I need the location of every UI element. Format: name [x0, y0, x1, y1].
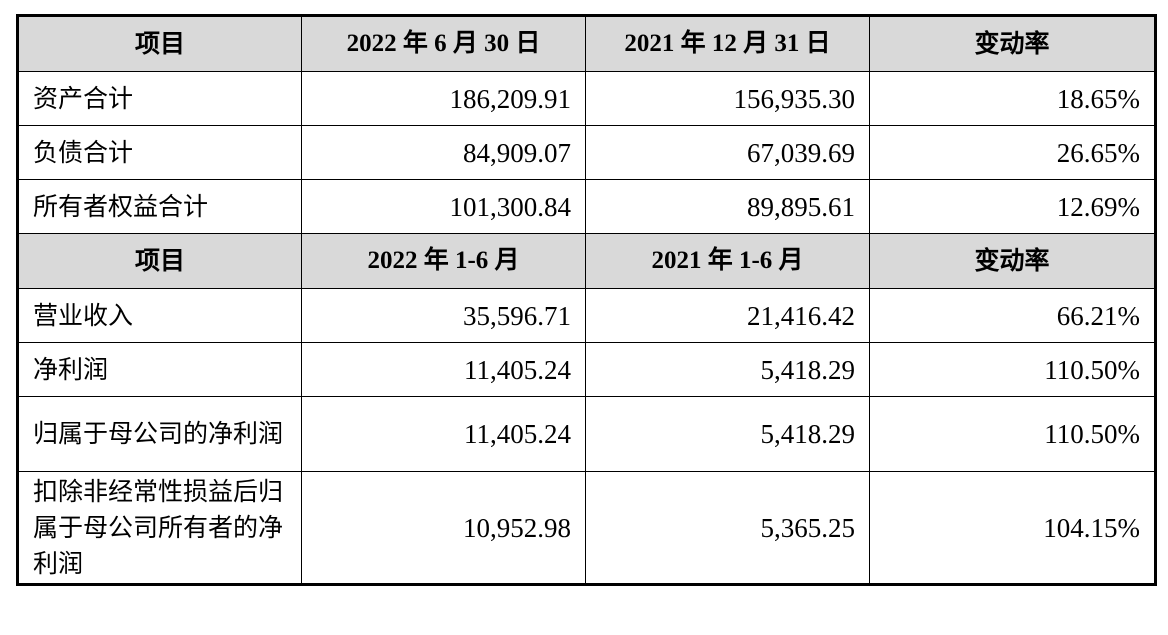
cell-value-2: 5,418.29 [585, 396, 870, 472]
cell-value-1: 11,405.24 [301, 396, 586, 472]
header-period-2: 2021 年 1-6 月 [585, 233, 870, 289]
header-period-2: 2021 年 12 月 31 日 [585, 15, 870, 72]
cell-value-1: 35,596.71 [301, 288, 586, 343]
cell-value-1: 186,209.91 [301, 71, 586, 126]
header-change-rate: 变动率 [869, 233, 1156, 289]
header-period-1: 2022 年 1-6 月 [301, 233, 586, 289]
row-label: 所有者权益合计 [17, 179, 302, 234]
cell-value-2: 5,418.29 [585, 342, 870, 397]
cell-change-rate: 104.15% [869, 471, 1156, 585]
table-row: 归属于母公司的净利润 11,405.24 5,418.29 110.50% [17, 396, 1156, 472]
cell-value-1: 11,405.24 [301, 342, 586, 397]
row-label: 扣除非经常性损益后归属于母公司所有者的净利润 [17, 471, 302, 585]
cell-value-2: 89,895.61 [585, 179, 870, 234]
header-period-1: 2022 年 6 月 30 日 [301, 15, 586, 72]
cell-value-2: 21,416.42 [585, 288, 870, 343]
table-header-row: 项目 2022 年 1-6 月 2021 年 1-6 月 变动率 [17, 233, 1156, 289]
cell-value-2: 67,039.69 [585, 125, 870, 180]
cell-value-1: 101,300.84 [301, 179, 586, 234]
header-item: 项目 [17, 15, 302, 72]
cell-value-2: 156,935.30 [585, 71, 870, 126]
financial-summary-table: 项目 2022 年 6 月 30 日 2021 年 12 月 31 日 变动率 … [16, 14, 1157, 586]
cell-value-1: 84,909.07 [301, 125, 586, 180]
header-item: 项目 [17, 233, 302, 289]
table-row: 扣除非经常性损益后归属于母公司所有者的净利润 10,952.98 5,365.2… [17, 471, 1156, 585]
table-row: 所有者权益合计 101,300.84 89,895.61 12.69% [17, 179, 1156, 234]
row-label: 净利润 [17, 342, 302, 397]
cell-change-rate: 18.65% [869, 71, 1156, 126]
cell-change-rate: 66.21% [869, 288, 1156, 343]
header-change-rate: 变动率 [869, 15, 1156, 72]
cell-change-rate: 110.50% [869, 396, 1156, 472]
table-header-row: 项目 2022 年 6 月 30 日 2021 年 12 月 31 日 变动率 [17, 15, 1156, 72]
row-label: 营业收入 [17, 288, 302, 343]
row-label: 归属于母公司的净利润 [17, 396, 302, 472]
table-row: 负债合计 84,909.07 67,039.69 26.65% [17, 125, 1156, 180]
cell-change-rate: 12.69% [869, 179, 1156, 234]
cell-value-2: 5,365.25 [585, 471, 870, 585]
table-row: 净利润 11,405.24 5,418.29 110.50% [17, 342, 1156, 397]
table-row: 资产合计 186,209.91 156,935.30 18.65% [17, 71, 1156, 126]
cell-value-1: 10,952.98 [301, 471, 586, 585]
row-label: 资产合计 [17, 71, 302, 126]
table-row: 营业收入 35,596.71 21,416.42 66.21% [17, 288, 1156, 343]
row-label: 负债合计 [17, 125, 302, 180]
cell-change-rate: 26.65% [869, 125, 1156, 180]
cell-change-rate: 110.50% [869, 342, 1156, 397]
